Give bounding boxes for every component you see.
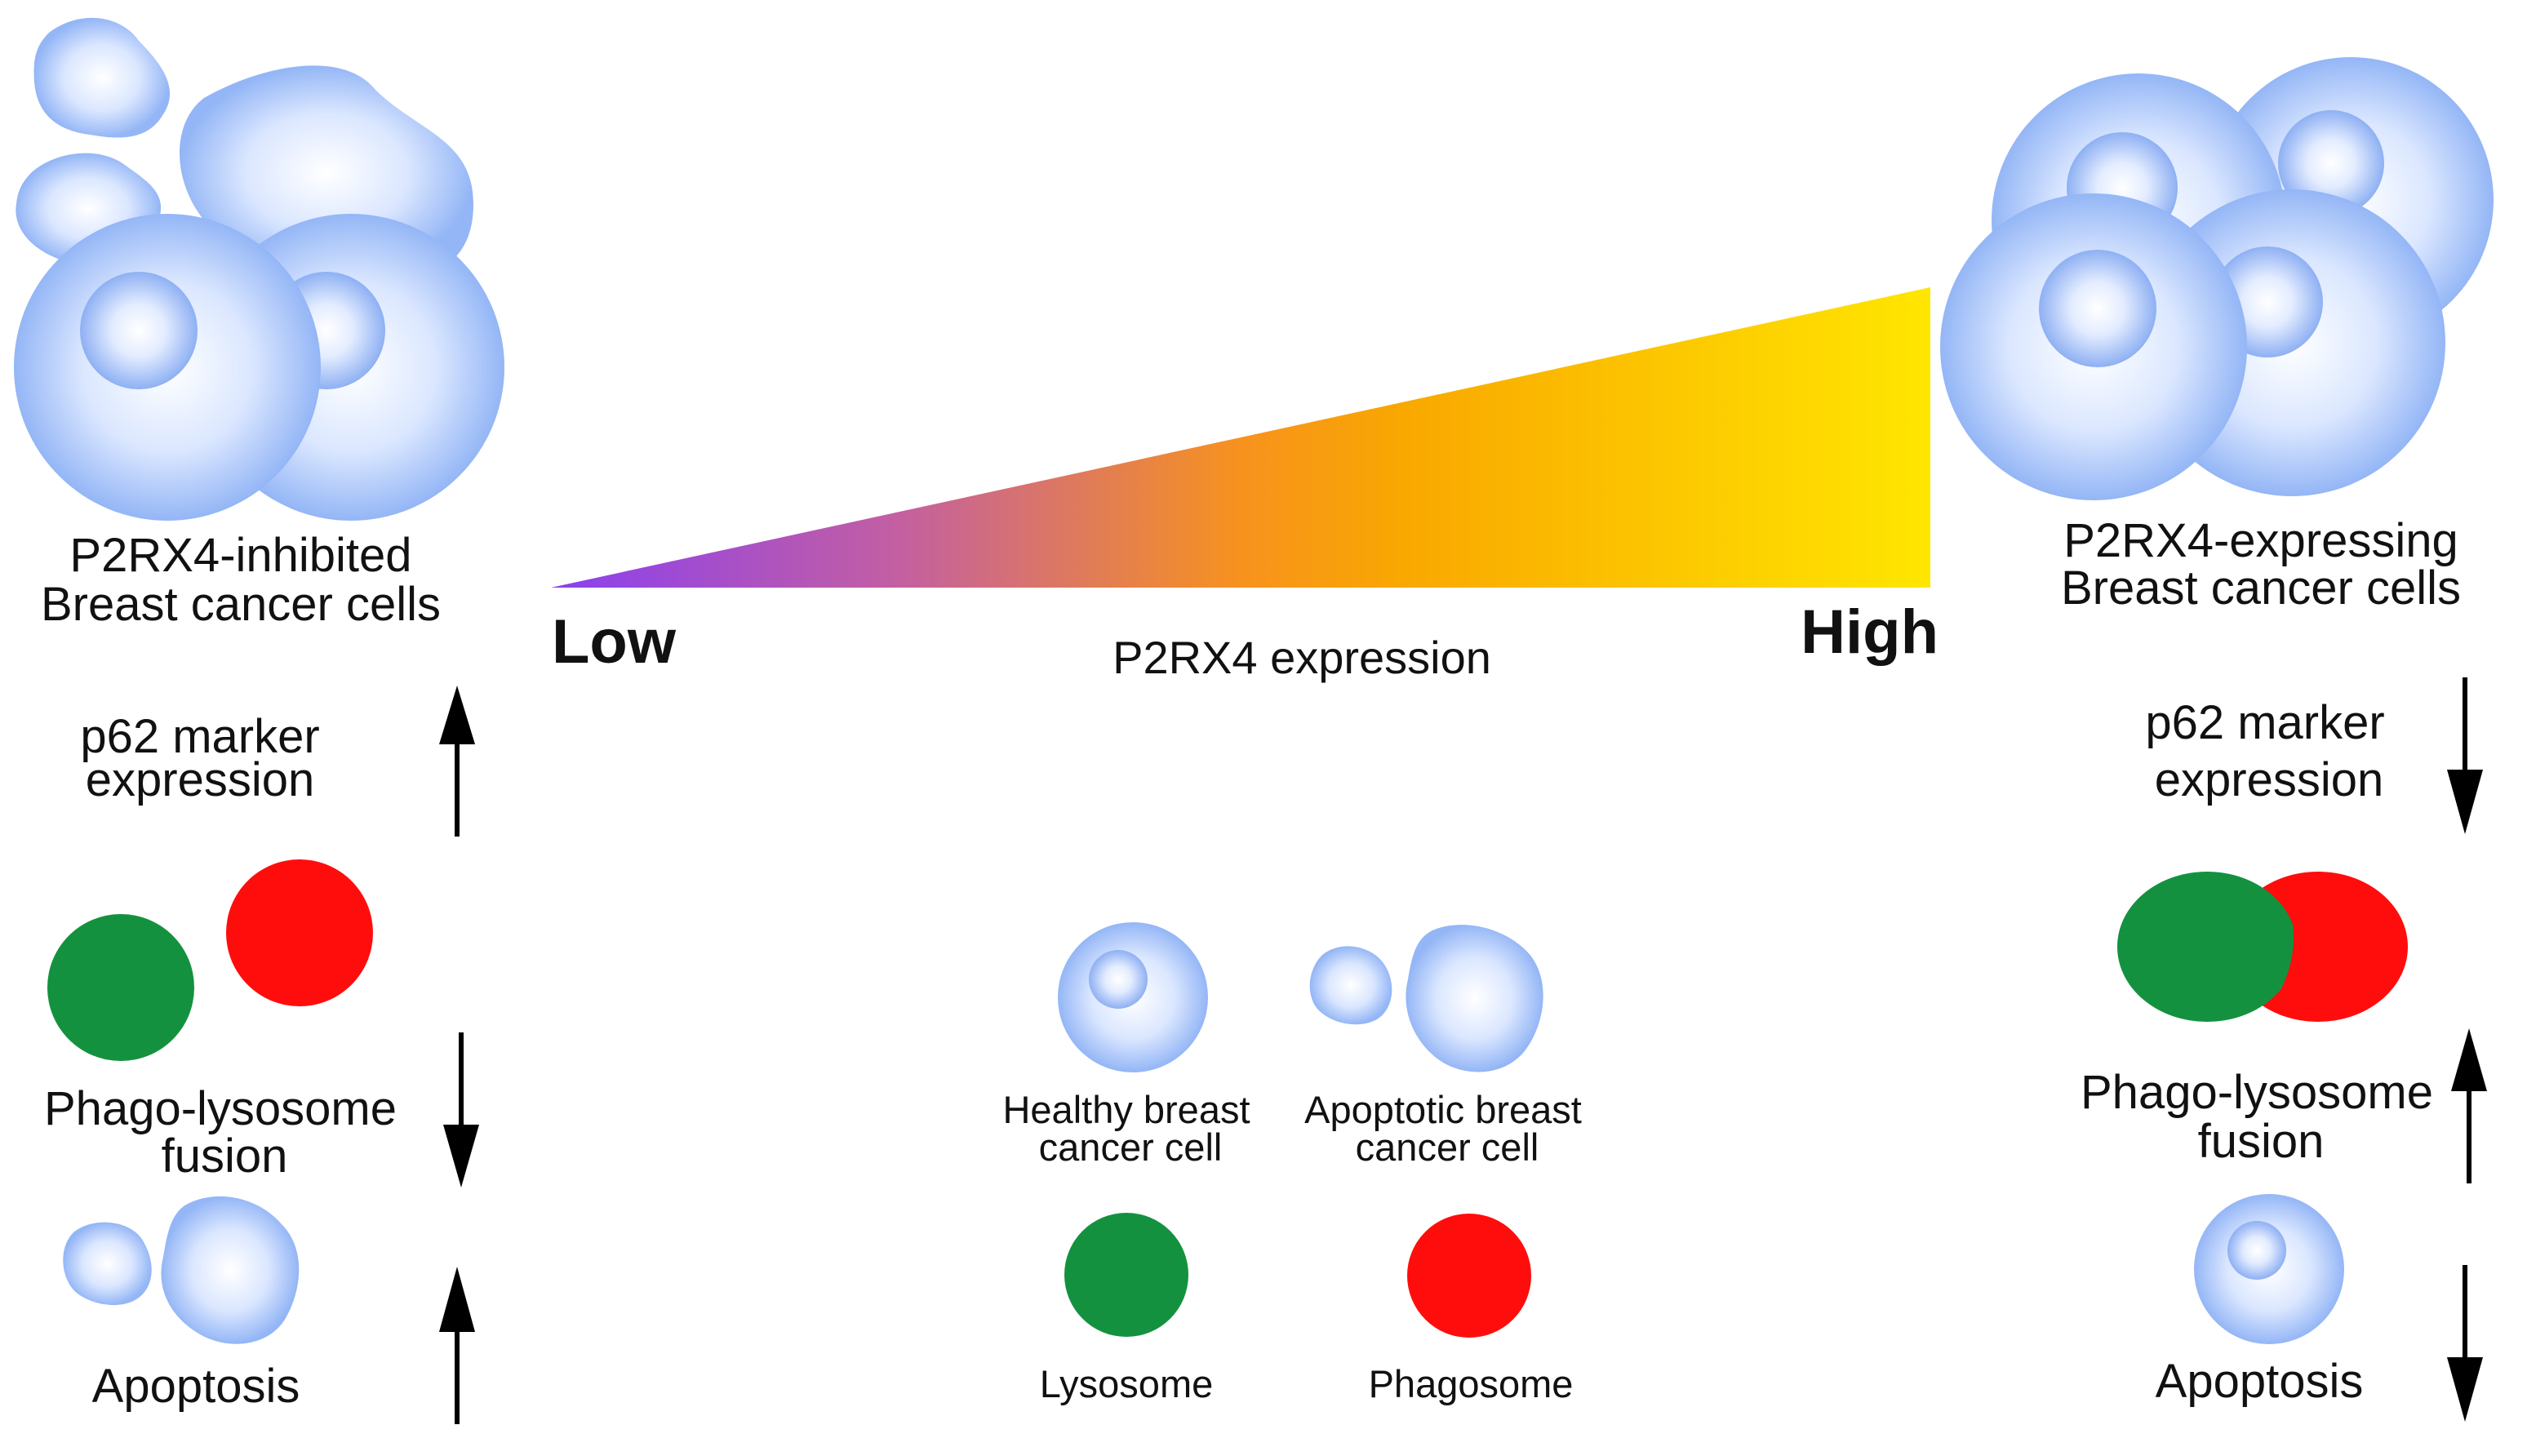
right-title-line1: P2RX4-expressing: [2063, 514, 2458, 567]
left-apoptotic-cells: [63, 1196, 300, 1344]
left-fusion-label-line1: Phago-lysosome: [44, 1082, 397, 1135]
legend-apoptotic-small-icon: [1309, 946, 1392, 1025]
left-apoptotic-cell-1: [33, 17, 171, 138]
right-p62-label-line1: p62 marker: [2145, 696, 2384, 749]
right-p62-label-line2: expression: [2155, 753, 2383, 806]
left-fusion-label-line2: fusion: [162, 1130, 288, 1183]
legend-lysosome-icon: [1064, 1213, 1188, 1337]
right-fusion-up-arrow: [2451, 1028, 2487, 1183]
right-apoptosis-label: Apoptosis: [2156, 1355, 2364, 1408]
left-apoptotic-large: [161, 1196, 300, 1344]
right-lysosome-part: [2117, 872, 2297, 1022]
legend-phagosome-label: Phagosome: [1369, 1362, 1574, 1405]
legend-phagosome-icon: [1407, 1214, 1531, 1338]
right-fusion-label-line1: Phago-lysosome: [2081, 1066, 2433, 1119]
legend-healthy-nucleus: [1089, 950, 1148, 1009]
legend-lysosome-label: Lysosome: [1040, 1362, 1213, 1405]
right-p62-down-arrow: [2447, 677, 2483, 834]
left-apoptosis-up-arrow: [439, 1267, 475, 1424]
right-fusion-label-line2: fusion: [2198, 1115, 2325, 1168]
legend-apoptotic-line1: Apoptotic breast: [1304, 1088, 1582, 1131]
right-fused-phagolysosome: [2117, 872, 2408, 1022]
axis-label: P2RX4 expression: [1113, 632, 1491, 683]
low-label: Low: [552, 607, 677, 677]
right-nucleus-front-left: [2039, 250, 2156, 367]
left-apoptotic-small: [63, 1222, 152, 1306]
left-title-line2: Breast cancer cells: [41, 578, 441, 631]
left-title-line1: P2RX4-inhibited: [69, 529, 411, 582]
left-cell-cluster: [14, 17, 504, 521]
left-healthy-nucleus-front: [80, 272, 198, 389]
legend: Healthy breast cancer cell Apoptotic bre…: [1002, 922, 1582, 1405]
legend-healthy-line2: cancer cell: [1039, 1125, 1223, 1169]
left-p62-up-arrow: [439, 686, 475, 837]
legend-healthy-line1: Healthy breast: [1002, 1088, 1250, 1131]
right-nucleus-back-right: [2278, 110, 2384, 216]
high-label: High: [1801, 597, 1939, 667]
left-phagosome: [226, 859, 373, 1006]
left-p62-label-line2: expression: [86, 753, 314, 806]
right-apoptosis-down-arrow: [2447, 1265, 2483, 1422]
left-lysosome: [47, 914, 194, 1061]
legend-apoptotic-line2: cancer cell: [1356, 1125, 1539, 1169]
left-p62-label-line1: p62 marker: [80, 710, 319, 763]
right-cell-cluster: [1940, 57, 2494, 500]
right-healthy-nucleus: [2227, 1221, 2286, 1280]
expression-gradient-wedge: [551, 287, 1930, 588]
left-fusion-down-arrow: [443, 1032, 479, 1187]
right-title-line2: Breast cancer cells: [2061, 562, 2461, 615]
left-apoptosis-label: Apoptosis: [92, 1360, 300, 1413]
legend-apoptotic-large-icon: [1406, 925, 1543, 1072]
